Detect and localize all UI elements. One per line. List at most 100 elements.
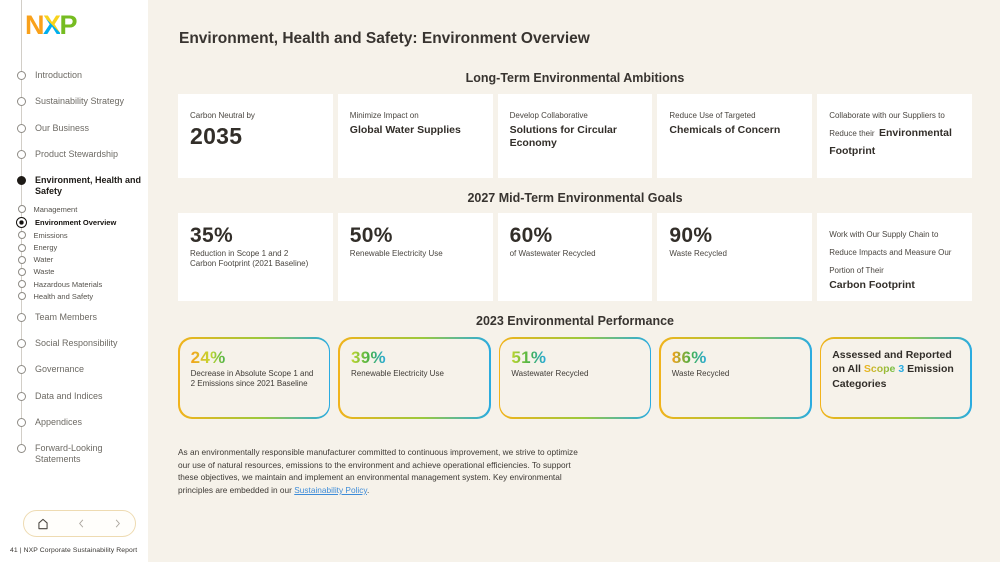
goals-card-row: 35% Reduction in Scope 1 and 2 Carbon Fo… [178, 213, 972, 301]
radio-filled-icon [17, 176, 26, 185]
sidebar-subitem-label: Energy [33, 243, 58, 253]
radio-icon [17, 365, 26, 375]
radio-icon [17, 205, 26, 213]
main-content: Environment, Health and Safety: Environm… [148, 0, 1000, 562]
sidebar-subitem-water[interactable]: Water [0, 255, 148, 264]
footer-page-label: 41 | NXP Corporate Sustainability Report [10, 547, 138, 554]
sidebar-item-label: Governance [35, 364, 85, 375]
goal-card-scope-reduction: 35% Reduction in Scope 1 and 2 Carbon Fo… [178, 213, 333, 301]
radio-icon [17, 391, 26, 401]
card-description: of Wastewater Recycled [509, 249, 596, 259]
intro-paragraph: As an environmentally responsible manufa… [178, 446, 578, 496]
card-emphasis: Carbon Footprint [829, 279, 915, 291]
sidebar-item-label: Forward-Looking Statements [35, 443, 103, 465]
card-stat: 60% [509, 224, 553, 247]
page-title: Environment, Health and Safety: Environm… [179, 30, 590, 47]
sidebar-subitem-label: Water [33, 255, 54, 265]
scope3-text-end: Emission Categories [832, 363, 954, 390]
card-stat: 50% [349, 224, 393, 247]
sidebar-subitem-waste[interactable]: Waste [0, 267, 148, 276]
card-description: Waste Recycled [669, 249, 727, 259]
sidebar-item-label: Appendices [35, 416, 83, 427]
sidebar-nav: Introduction Sustainability Strategy Our… [0, 70, 148, 481]
card-stat: 35% [190, 224, 233, 247]
radio-icon [17, 267, 26, 276]
ambition-card-carbon-neutral: Carbon Neutral by 2035 [178, 94, 333, 178]
card-big-value: 2035 [190, 123, 243, 149]
card-lead: Reduce Use of Targeted [669, 111, 756, 120]
sidebar-item-label: Data and Indices [35, 390, 103, 401]
sidebar-item-governance[interactable]: Governance [0, 364, 148, 375]
card-emphasis: Global Water Supplies [349, 124, 461, 136]
logo-letter-p: P [59, 10, 78, 40]
sidebar-subitem-emissions[interactable]: Emissions [0, 231, 148, 240]
card-lead: Minimize Impact on [349, 111, 419, 120]
radio-icon [17, 312, 26, 322]
ambition-card-suppliers: Collaborate with our Suppliers to Reduce… [817, 94, 972, 178]
radio-icon [17, 231, 26, 240]
goal-card-renewable-electricity: 50% Renewable Electricity Use [337, 213, 493, 301]
sidebar-subitem-health-and-safety[interactable]: Health and Safety [0, 292, 148, 301]
sidebar-item-appendices[interactable]: Appendices [0, 417, 148, 428]
performance-card-waste-recycled: 86% Waste Recycled [659, 337, 812, 419]
performance-card-renewable-electricity: 39% Renewable Electricity Use [338, 337, 491, 419]
radio-icon [17, 444, 26, 454]
sidebar-item-forward-looking-statements[interactable]: Forward-Looking Statements [0, 443, 148, 466]
card-rich-text: Assessed and Reported on All Scope 3 Emi… [832, 348, 959, 392]
performance-card-emissions-decrease: 24% Decrease in Absolute Scope 1 and 2 E… [178, 337, 331, 419]
sidebar-subitem-label: Environment Overview [35, 217, 117, 227]
card-description: Renewable Electricity Use [350, 368, 444, 378]
goal-card-wastewater: 60% of Wastewater Recycled [497, 213, 653, 301]
heading-long-term-ambitions: Long-Term Environmental Ambitions [465, 71, 685, 85]
chevron-right-icon[interactable] [112, 518, 123, 529]
performance-card-wastewater: 51% Wastewater Recycled [498, 337, 652, 419]
sidebar-subitem-label: Emissions [33, 230, 68, 240]
sidebar-item-label: Environment, Health and Safety [35, 175, 142, 197]
scope-number: 3 [898, 363, 905, 376]
nxp-logo: NXP [25, 10, 78, 40]
sidebar-item-label: Introduction [35, 70, 83, 80]
paragraph-period: . [366, 484, 370, 495]
sidebar-subitem-label: Waste [33, 267, 55, 277]
goal-card-supply-chain: Work with Our Supply Chain to Reduce Imp… [817, 213, 972, 301]
ambition-card-chemicals: Reduce Use of Targeted Chemicals of Conc… [657, 94, 813, 178]
sustainability-policy-link[interactable]: Sustainability Policy [294, 484, 367, 495]
radio-icon [17, 417, 26, 427]
radio-icon [17, 243, 26, 252]
sidebar-subitem-hazardous-materials[interactable]: Hazardous Materials [0, 280, 148, 289]
scope-word: Scope [863, 363, 896, 376]
card-stat: 24% [190, 347, 226, 367]
chevron-left-icon[interactable] [76, 518, 87, 529]
logo-letter-x: X [43, 10, 61, 40]
performance-card-scope3: Assessed and Reported on All Scope 3 Emi… [819, 337, 972, 419]
sidebar-item-introduction[interactable]: Introduction [0, 70, 148, 81]
sidebar: NXP Introduction Sustainability Strategy… [0, 0, 148, 562]
scope3-text-start: Assessed and Reported on All [832, 348, 952, 376]
card-stat: 86% [671, 347, 707, 367]
sidebar-item-social-responsibility[interactable]: Social Responsibility [0, 338, 148, 349]
sidebar-subnav: Management Environment Overview Emission… [0, 205, 148, 301]
sidebar-item-product-stewardship[interactable]: Product Stewardship [0, 149, 148, 160]
sidebar-subitem-environment-overview[interactable]: Environment Overview [0, 216, 148, 228]
logo-letter-n: N [25, 10, 45, 40]
card-lead: Collaborate with our Suppliers to Reduce… [829, 111, 945, 138]
sidebar-item-label: Sustainability Strategy [35, 96, 125, 107]
sidebar-item-environment-health-safety[interactable]: Environment, Health and Safety [0, 175, 148, 198]
card-description: Decrease in Absolute Scope 1 and 2 Emiss… [190, 368, 314, 388]
sidebar-subitem-management[interactable]: Management [0, 205, 148, 214]
ambitions-card-row: Carbon Neutral by 2035 Minimize Impact o… [178, 94, 972, 178]
home-icon[interactable] [36, 517, 50, 531]
heading-environmental-performance: 2023 Environmental Performance [476, 314, 674, 328]
card-lead: Develop Collaborative [509, 111, 588, 120]
sidebar-item-label: Social Responsibility [35, 338, 118, 349]
slide-nav-toolbar [23, 510, 136, 537]
card-stat: 39% [350, 347, 386, 367]
sidebar-item-sustainability-strategy[interactable]: Sustainability Strategy [0, 96, 148, 107]
sidebar-item-team-members[interactable]: Team Members [0, 312, 148, 323]
card-stat: 51% [511, 347, 547, 367]
sidebar-item-data-and-indices[interactable]: Data and Indices [0, 391, 148, 402]
sidebar-item-our-business[interactable]: Our Business [0, 123, 148, 134]
ambition-card-circular-economy: Develop Collaborative Solutions for Circ… [497, 94, 653, 178]
ambition-card-water: Minimize Impact on Global Water Supplies [337, 94, 493, 178]
sidebar-subitem-energy[interactable]: Energy [0, 243, 148, 252]
